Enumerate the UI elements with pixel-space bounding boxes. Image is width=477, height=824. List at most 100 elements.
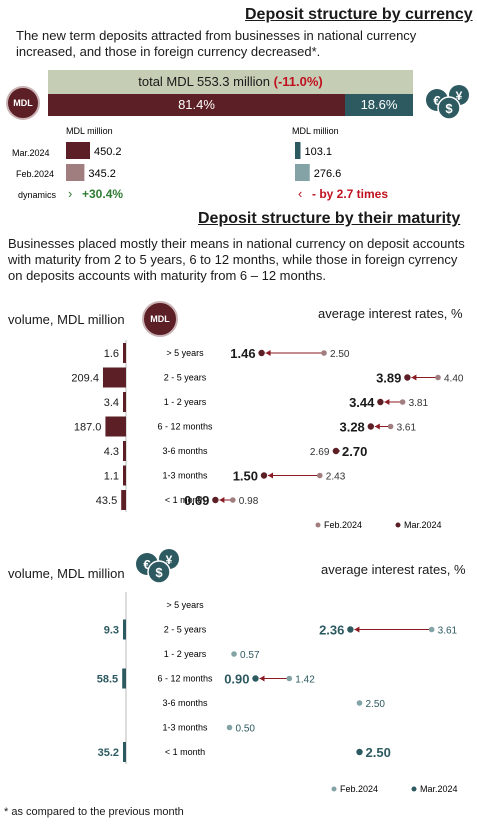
rate-label-mar: 2.36 (319, 623, 344, 638)
bar-mdl-mar (66, 142, 90, 159)
svg-text:$: $ (155, 565, 163, 580)
volume-value: 4.3 (104, 446, 119, 458)
bar-fx-mar (295, 142, 301, 159)
mdl-panel-badge-text: MDL (150, 314, 170, 324)
rate-label-mar: 2.50 (366, 745, 391, 760)
value-mdl-mar: 450.2 (94, 146, 122, 158)
volume-value: 58.5 (97, 674, 118, 686)
legend-feb-marker (315, 522, 321, 528)
value-fx-feb: 276.6 (314, 168, 342, 180)
rate-label-mar: 0.90 (224, 672, 249, 687)
rate-label-mar: 3.44 (349, 395, 375, 410)
total-label: total MDL 553.3 million (138, 74, 270, 89)
share-label-mdl: 81.4% (178, 97, 215, 112)
rate-point-mar (377, 398, 384, 406)
mdl-badge-text: MDL (13, 98, 33, 108)
unit-label-fx: MDL million (292, 126, 339, 136)
rate-point-mar (332, 447, 340, 455)
rate-change-arrow-icon (374, 423, 380, 430)
maturity-label: 2 - 5 years (164, 625, 207, 635)
value-mdl-feb: 345.2 (88, 168, 116, 180)
rate-point-mar (347, 626, 354, 633)
rate-change-arrow-icon (259, 675, 265, 682)
volume-value: 1.1 (104, 471, 119, 483)
rate-point-feb (399, 399, 406, 405)
rates-label-fx: average interest rates, % (321, 562, 466, 577)
period-label-feb-mdl: Feb.2024 (16, 169, 54, 179)
value-fx-mar: 103.1 (304, 146, 332, 158)
maturity-label: 3-6 months (162, 446, 208, 456)
rate-label-feb: 2.50 (366, 699, 386, 710)
rate-point-feb (230, 497, 236, 503)
maturity-label: 2 - 5 years (164, 373, 207, 383)
legend-mar: Mar.2024 (404, 520, 442, 530)
rate-point-feb (231, 651, 237, 657)
rate-label-feb: 4.40 (444, 374, 464, 385)
svg-text:$: $ (445, 101, 453, 116)
rate-point-mar (212, 496, 219, 504)
volume-value: 1.6 (104, 348, 119, 360)
maturity-label: 1 - 2 years (164, 649, 207, 659)
maturity-label: < 1 month (165, 747, 205, 757)
rate-label-feb: 2.43 (326, 472, 346, 483)
legend-mar-marker (411, 786, 417, 792)
rate-point-feb (356, 700, 363, 706)
rates-label-mdl: average interest rates, % (318, 306, 463, 321)
maturity-label: 6 - 12 months (157, 674, 213, 684)
rate-change-arrow-icon (265, 350, 271, 356)
volume-value: 209.4 (71, 373, 99, 385)
volume-bar (123, 392, 126, 412)
fx-dynamics: - by 2.7 times (312, 187, 388, 201)
rate-label-mar: 3.89 (376, 371, 401, 386)
volume-bar (102, 367, 126, 388)
rate-point-mar (252, 675, 259, 682)
legend-mar: Mar.2024 (420, 784, 458, 794)
maturity-label: > 5 years (166, 348, 204, 358)
currency-intro-text: The new term deposits attracted from bus… (16, 28, 417, 59)
dynamics-arrow-down-icon: ‹ (298, 186, 302, 201)
volume-label-fx: volume, MDL million (8, 566, 125, 581)
rate-point-mar (367, 423, 374, 430)
footnote: * as compared to the previous month (4, 806, 184, 818)
rate-point-mar (356, 748, 363, 756)
mdl-maturity-chart: > 5 years 1.6 2.50 1.46 2 - 5 years 209.4 4.40… (71, 340, 464, 530)
rate-point-feb (435, 374, 441, 381)
rate-label-feb: 0.57 (240, 650, 260, 661)
rate-change-arrow-icon (384, 399, 390, 405)
rate-label-mar: 3.28 (339, 420, 364, 435)
rate-label-feb: 3.61 (438, 626, 458, 637)
maturity-label: 1 - 2 years (164, 397, 207, 407)
legend-feb: Feb.2024 (324, 520, 362, 530)
rate-label-feb: 3.61 (397, 423, 417, 434)
volume-value: 9.3 (104, 625, 119, 637)
maturity-label: < 1 month (165, 495, 205, 505)
maturity-intro-text: Businesses placed mostly their means in … (8, 236, 465, 283)
mdl-currency-icon: MDL (6, 86, 40, 120)
volume-value: 187.0 (74, 422, 102, 434)
volume-label-mdl: volume, MDL million (8, 312, 125, 327)
rate-label-feb: 0.98 (239, 496, 259, 507)
share-label-fx: 18.6% (360, 97, 398, 112)
rate-change-arrow-icon (411, 374, 417, 381)
volume-value: 3.4 (104, 397, 119, 409)
rate-point-feb (317, 472, 323, 479)
svg-text:¥: ¥ (456, 89, 463, 103)
rate-label-mar: 1.50 (233, 469, 258, 484)
bar-mdl-feb (66, 164, 85, 181)
section-title-currency: Deposit structure by currency (245, 6, 473, 23)
rate-label-feb: 1.42 (295, 675, 315, 686)
rate-label-feb: 2.69 (310, 447, 330, 458)
volume-bar (122, 668, 126, 689)
maturity-label: 3-6 months (162, 698, 208, 708)
period-label-mar-mdl: Mar.2024 (12, 148, 50, 158)
svg-text:€: € (433, 93, 440, 108)
svg-text:¥: ¥ (166, 553, 173, 567)
rate-label-feb: 2.50 (330, 349, 350, 360)
svg-text:€: € (143, 557, 150, 572)
volume-bar (123, 343, 126, 363)
maturity-label: 6 - 12 months (157, 422, 213, 432)
rate-point-feb (428, 626, 435, 633)
rate-point-mar (260, 472, 268, 479)
rate-change-arrow-icon (219, 497, 225, 503)
mdl-panel-icon: MDL (142, 301, 178, 337)
